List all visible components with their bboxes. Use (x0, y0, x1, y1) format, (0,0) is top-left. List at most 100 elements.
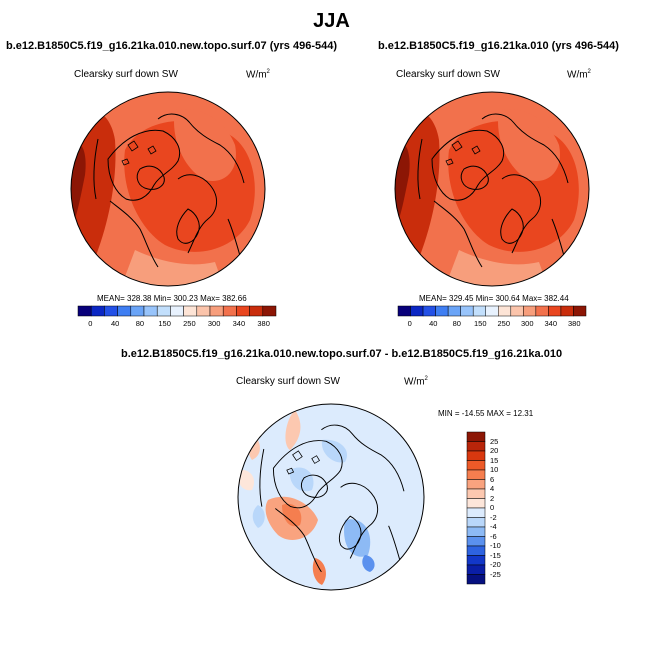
panel3-colorbar-tick-label: 2 (490, 493, 495, 503)
panel3-colorbar-swatch (466, 517, 486, 528)
panel3-colorbar-swatch (466, 536, 486, 547)
panel3-colorbar-tick-label: -4 (490, 522, 497, 531)
figure-title: JJA (313, 10, 350, 32)
panel1-units-exp: 2 (266, 69, 270, 75)
panel3-colorbar-tick-label: 20 (490, 446, 499, 455)
panel3-colorbar-swatch (466, 469, 486, 480)
panel1-colorbar-swatch (104, 305, 118, 317)
panel2-colorbar-swatch (535, 305, 549, 317)
panel2-colorbar-swatch (573, 305, 587, 317)
panel2-colorbar-swatch (422, 305, 436, 317)
panel3-neg-patch-4 (362, 555, 375, 572)
panel1-colorbar (77, 305, 277, 317)
panel2-colorbar-swatch (523, 305, 537, 317)
panel3-colorbar-swatch (466, 507, 486, 518)
panel2-title: b.e12.B1850C5.f19_g16.21ka.010 (yrs 496-… (378, 40, 619, 52)
panel2-colorbar-tick-label: 340 (544, 319, 557, 328)
panel2-units-exp: 2 (587, 69, 591, 75)
panel1-colorbar-swatch (170, 305, 184, 317)
panel2-colorbar-tick-label: 80 (452, 319, 461, 328)
panel3-neg-patch-2 (289, 467, 314, 492)
panel2-map-border (394, 91, 590, 287)
panel3-colorbar-tick-label: -6 (490, 531, 497, 541)
panel1-colorbar-swatch (236, 305, 250, 317)
panel1-variable-label: Clearsky surf down SW (74, 69, 178, 80)
panel1-colorbar-swatch (262, 305, 277, 317)
panel1-colorbar-swatch (209, 305, 224, 317)
panel1-colorbar-swatch (183, 305, 198, 317)
panel2-colorbar (397, 305, 587, 317)
panel3-colorbar-swatch (466, 460, 486, 471)
panel2-colorbar-swatch (560, 305, 574, 317)
panel3-colorbar-tick-label: -15 (490, 550, 501, 560)
panel3-pos-patch-4 (282, 503, 302, 527)
panel2-colorbar-swatch (485, 305, 499, 317)
panel3-pos-patch-5 (312, 558, 326, 585)
panel2-units-text: W/m (567, 69, 588, 81)
panel2-colorbar-tick-label: 300 (520, 319, 534, 328)
panel1-colorbar-swatch (249, 305, 264, 317)
panel3-colorbar-tick-label: 10 (490, 465, 499, 474)
panel1-colorbar-tick-label: 300 (207, 319, 221, 328)
panel3-units-exp: 2 (424, 376, 428, 382)
panel1-colorbar-tick-label: 250 (183, 319, 196, 328)
panel3-map (238, 404, 424, 590)
panel2-colorbar-swatch (435, 305, 449, 317)
panel2-colorbar-swatch (472, 305, 486, 317)
panel3-colorbar-tick-label: 25 (490, 436, 499, 446)
panel3-units: W/m2 (404, 376, 428, 387)
panel3-colorbar-swatch (466, 479, 486, 490)
panel2-field-min (444, 250, 549, 286)
panel3-colorbar-swatch (466, 545, 486, 556)
panel3-units-text: W/m (404, 376, 425, 388)
panel2-colorbar-swatch (548, 305, 562, 317)
panel2-map (395, 92, 589, 286)
panel2-colorbar-swatch (447, 305, 461, 317)
panel2-variable-label: Clearsky surf down SW (396, 69, 500, 80)
panel1-units-text: W/m (246, 69, 267, 81)
panel3-colorbar-tick-label: -25 (490, 569, 501, 579)
panel3-colorbar-swatch (466, 450, 486, 461)
panel1-colorbar-swatch (143, 305, 158, 317)
panel1-colorbar-tick-label: 0 (88, 319, 93, 328)
panel1-title: b.e12.B1850C5.f19_g16.21ka.010.new.topo.… (6, 40, 337, 52)
panel2-colorbar-tick-label: 0 (407, 319, 412, 328)
panel1-colorbar-swatch (77, 305, 92, 317)
panel1-colorbar-tick-label: 80 (135, 319, 145, 328)
panel1-field-low (174, 109, 236, 181)
panel3-colorbar-tick-label: 0 (490, 503, 495, 512)
panel2-colorbar-swatch (460, 305, 474, 317)
panel3-colorbar-swatch (466, 488, 486, 499)
panel3-neg-patch-1 (321, 439, 348, 463)
panel1-colorbar-tick-label: 380 (257, 319, 270, 328)
panel3-colorbar-tick-label: -10 (490, 541, 501, 550)
panel3-pos-patch-6 (238, 469, 255, 491)
panel3-colorbar-swatch (466, 431, 486, 442)
panel1-field-min (120, 250, 225, 286)
panel1-stats: MEAN= 328.38 Min= 300.23 Max= 382.66 (97, 294, 247, 303)
panel3-variable-label: Clearsky surf down SW (236, 376, 340, 387)
panel1-colorbar-swatch (130, 305, 145, 317)
panel3-pos-patch-1 (285, 410, 301, 450)
panel3-colorbar-swatch (466, 526, 486, 537)
panel3-colorbar-swatch (466, 555, 486, 566)
panel2-colorbar-tick-label: 380 (567, 319, 581, 328)
panel3-neg-patch-3 (344, 519, 371, 557)
panel3-colorbar-tick-label: 4 (490, 484, 495, 493)
panel1-colorbar-tick-label: 340 (232, 319, 246, 328)
panel1-map-border (70, 91, 266, 287)
panel3-colorbar-swatch (466, 441, 486, 452)
panel1-colorbar-swatch (156, 305, 171, 317)
panel3-colorbar-swatch (466, 564, 486, 575)
panel1-colorbar-swatch (222, 305, 237, 317)
panel3-colorbar-tick-label: -2 (490, 512, 497, 522)
panel2-stats: MEAN= 329.45 Min= 300.64 Max= 382.44 (419, 294, 569, 303)
panel2-colorbar-swatch (510, 305, 524, 317)
panel3-map-border (237, 403, 425, 591)
panel2-colorbar-tick-label: 150 (473, 319, 487, 328)
panel2-colorbar-swatch (410, 305, 424, 317)
panel3-colorbar (466, 431, 486, 585)
panel3-colorbar-swatch (466, 498, 486, 509)
panel2-units: W/m2 (567, 69, 591, 80)
